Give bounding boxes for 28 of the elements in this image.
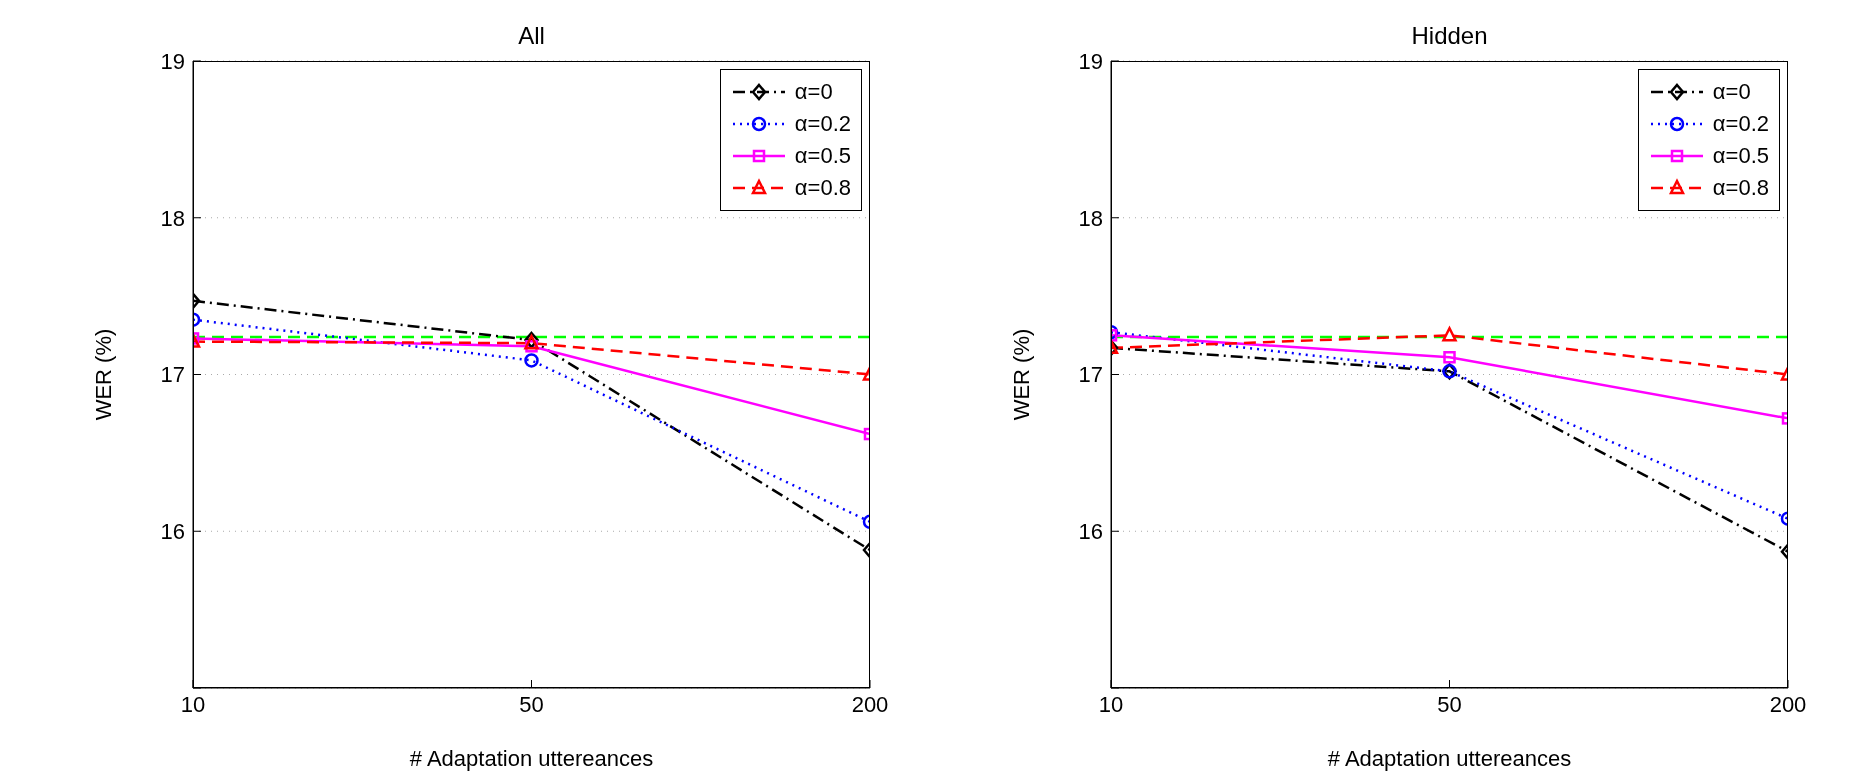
legend-label: α=0.2 <box>794 111 851 137</box>
y-axis-title: WER (%) <box>1008 328 1034 421</box>
x-tick-label: 10 <box>180 691 206 717</box>
x-tick-label: 200 <box>1769 691 1807 717</box>
y-axis-title: WER (%) <box>90 328 116 421</box>
legend-label: α=0.8 <box>1712 175 1769 201</box>
y-tick-label: 19 <box>1078 48 1103 74</box>
y-tick-label: 18 <box>1078 205 1103 231</box>
y-tick-label: 16 <box>160 519 185 545</box>
y-tick-label: 18 <box>160 205 185 231</box>
x-tick-label: 50 <box>1437 691 1462 717</box>
legend-label: α=0.5 <box>1712 143 1769 169</box>
legend-label: α=0 <box>794 79 833 105</box>
y-tick-label: 16 <box>1078 519 1103 545</box>
x-tick-label: 200 <box>851 691 889 717</box>
legend-label: α=0 <box>1712 79 1751 105</box>
legend-label: α=0.8 <box>794 175 851 201</box>
chart-title: Hidden <box>1410 22 1489 50</box>
y-tick-label: 17 <box>160 362 185 388</box>
x-tick-label: 10 <box>1098 691 1124 717</box>
x-axis-title: # Adaptation uttereances <box>409 746 654 771</box>
legend-label: α=0.2 <box>1712 111 1769 137</box>
chart-title: All <box>517 22 546 50</box>
x-axis-title: # Adaptation uttereances <box>1327 746 1572 771</box>
legend-label: α=0.5 <box>794 143 851 169</box>
y-tick-label: 17 <box>1078 362 1103 388</box>
x-tick-label: 50 <box>519 691 544 717</box>
y-tick-label: 19 <box>160 48 185 74</box>
